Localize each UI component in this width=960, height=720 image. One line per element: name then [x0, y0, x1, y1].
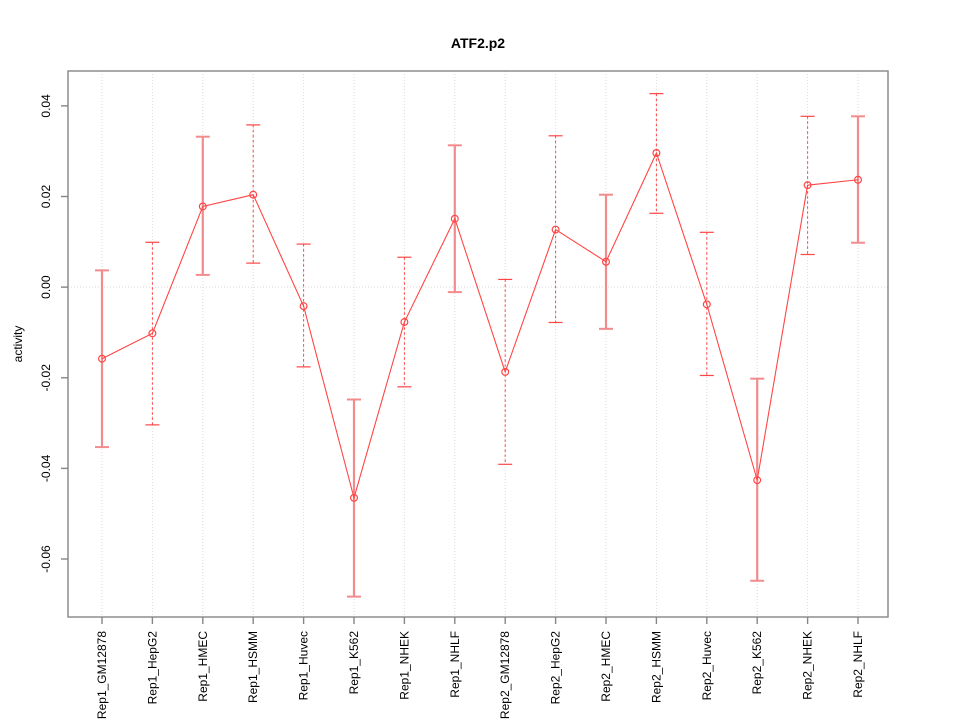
- series-layer: [97, 149, 862, 502]
- data-point: [97, 354, 106, 363]
- data-point: [148, 329, 157, 338]
- y-tick-label: -0.02: [39, 364, 53, 392]
- data-point: [501, 367, 510, 376]
- chart-title: ATF2.p2: [451, 35, 505, 51]
- axis-layer: 0.04 0.02 0.00 -0.02 -0.04 -0.06 Rep1_GM12878 R…: [39, 70, 889, 719]
- series-line: [101, 151, 859, 500]
- error-bar-layer: [95, 93, 865, 598]
- y-tick-label: -0.06: [39, 545, 53, 573]
- x-tick-label: Rep1_HMEC: [196, 631, 210, 702]
- x-tick-label: Rep2_HepG2: [549, 631, 563, 705]
- x-tick-label: Rep2_NHEK: [801, 631, 815, 700]
- data-point: [299, 302, 308, 311]
- y-tick-label: 0.04: [39, 94, 53, 118]
- plot-frame: [67, 70, 889, 618]
- y-tick-label: -0.04: [39, 454, 53, 482]
- data-point: [803, 181, 812, 190]
- data-point: [601, 257, 610, 266]
- data-point: [450, 214, 459, 223]
- data-point: [753, 476, 762, 485]
- y-axis-title: activity: [11, 326, 25, 363]
- x-tick-label: Rep1_HepG2: [145, 631, 159, 705]
- x-tick-label: Rep2_HMEC: [599, 631, 613, 702]
- data-point: [702, 300, 711, 309]
- data-point: [249, 190, 258, 199]
- data-point: [198, 202, 207, 211]
- data-point: [350, 493, 359, 502]
- x-tick-label: Rep2_Huvec: [700, 631, 714, 700]
- x-tick-label: Rep1_NHLF: [448, 631, 462, 698]
- x-tick-label: Rep1_Huvec: [297, 631, 311, 700]
- x-tick-label: Rep1_HSMM: [246, 631, 260, 703]
- data-point: [400, 318, 409, 327]
- data-point: [652, 149, 661, 158]
- data-point: [551, 225, 560, 234]
- x-tick-label: Rep2_HSMM: [649, 631, 663, 703]
- x-tick-label: Rep1_GM12878: [95, 631, 109, 719]
- x-tick-label: Rep1_K562: [347, 631, 361, 695]
- x-tick-label: Rep2_NHLF: [851, 631, 865, 698]
- y-tick-label: 0.00: [39, 275, 53, 299]
- x-tick-label: Rep2_GM12878: [498, 631, 512, 719]
- gridline-layer: [68, 71, 888, 617]
- x-tick-label: Rep2_K562: [750, 631, 764, 695]
- y-tick-label: 0.02: [39, 185, 53, 209]
- data-point: [853, 175, 862, 184]
- x-tick-label: Rep1_NHEK: [397, 631, 411, 700]
